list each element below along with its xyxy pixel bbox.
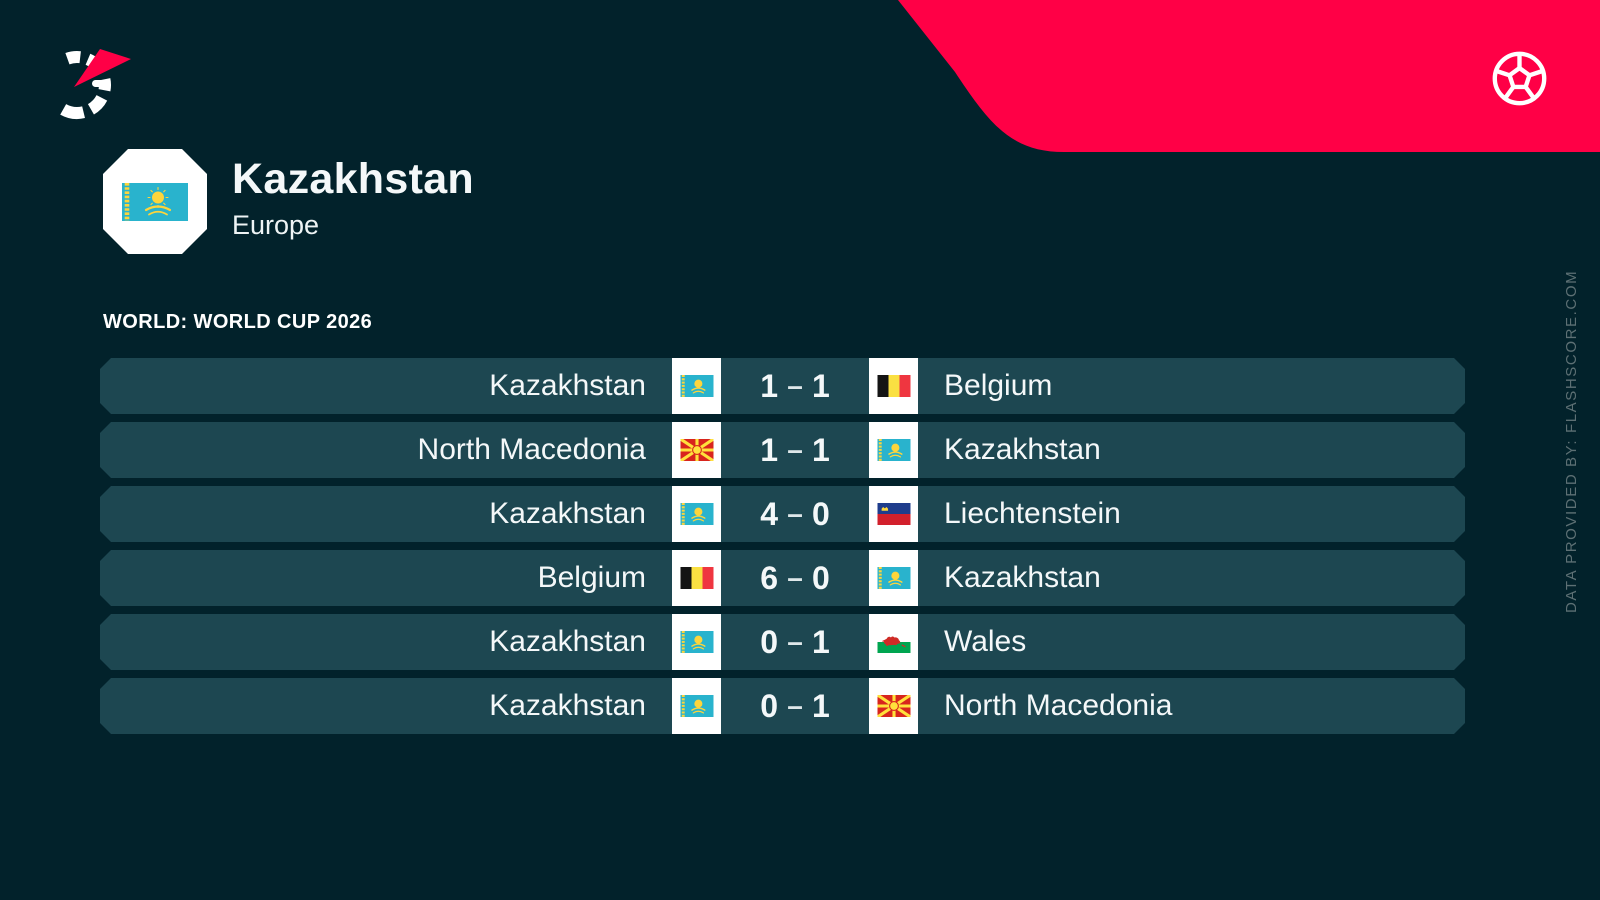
away-flag-box (869, 614, 918, 670)
flag-north-macedonia (680, 439, 714, 461)
match-score: 1–1 (760, 367, 830, 404)
home-flag-box (672, 422, 721, 478)
flashscore-logo (43, 49, 131, 119)
flag-kazakhstan (680, 503, 714, 525)
away-flag-box (869, 486, 918, 542)
match-list: Kazakhstan 1–1 Belgium North Macedonia 1… (100, 358, 1465, 742)
team-badge (103, 149, 207, 254)
home-team-name: Kazakhstan (489, 625, 646, 658)
page-title: Kazakhstan (232, 155, 474, 203)
home-team-name: Belgium (537, 561, 646, 594)
score-separator: – (787, 626, 803, 657)
away-flag-box (869, 550, 918, 606)
score-separator: – (787, 370, 803, 401)
away-flag-box (869, 678, 918, 734)
match-score: 0–1 (760, 687, 830, 724)
away-team-name: Belgium (944, 369, 1053, 402)
away-team-name: Kazakhstan (944, 433, 1101, 466)
score-separator: – (787, 562, 803, 593)
away-flag-box (869, 422, 918, 478)
flag-kazakhstan (680, 695, 714, 717)
flag-belgium (680, 567, 714, 589)
away-flag-box (869, 358, 918, 414)
home-team-name: Kazakhstan (489, 497, 646, 530)
competition-label: WORLD: WORLD CUP 2026 (103, 311, 373, 333)
match-row[interactable]: Kazakhstan 4–0 Liechtenstein (100, 486, 1465, 542)
home-flag-box (672, 678, 721, 734)
match-row[interactable]: Kazakhstan 0–1 Wales (100, 614, 1465, 670)
home-flag-box (672, 358, 721, 414)
flag-north-macedonia (877, 695, 911, 717)
home-flag-box (672, 614, 721, 670)
flag-wales (877, 631, 911, 653)
match-row[interactable]: Kazakhstan 0–1 North Macedonia (100, 678, 1465, 734)
home-team-name: Kazakhstan (489, 689, 646, 722)
flag-liechtenstein (877, 503, 911, 525)
football-icon (1492, 51, 1547, 106)
home-flag-box (672, 486, 721, 542)
match-score: 0–1 (760, 623, 830, 660)
home-flag-box (672, 550, 721, 606)
flag-kazakhstan (877, 439, 911, 461)
flag-kazakhstan (877, 567, 911, 589)
away-team-name: Kazakhstan (944, 561, 1101, 594)
match-score: 6–0 (760, 559, 830, 596)
home-team-name: Kazakhstan (489, 369, 646, 402)
away-team-name: Liechtenstein (944, 497, 1121, 530)
match-row[interactable]: Kazakhstan 1–1 Belgium (100, 358, 1465, 414)
away-team-name: North Macedonia (944, 689, 1173, 722)
home-team-name: North Macedonia (417, 433, 646, 466)
score-separator: – (787, 498, 803, 529)
match-row[interactable]: Belgium 6–0 Kazakhstan (100, 550, 1465, 606)
provider-note: DATA PROVIDED BY: FLASHSCORE.COM (1563, 269, 1580, 613)
match-score: 1–1 (760, 431, 830, 468)
page-subtitle: Europe (232, 210, 320, 241)
match-row[interactable]: North Macedonia 1–1 Kazakhstan (100, 422, 1465, 478)
pink-corner-swoosh (898, 0, 1600, 152)
match-score: 4–0 (760, 495, 830, 532)
kazakhstan-flag (122, 182, 188, 221)
flag-kazakhstan (680, 631, 714, 653)
flag-kazakhstan (680, 375, 714, 397)
score-separator: – (787, 690, 803, 721)
flag-belgium (877, 375, 911, 397)
score-separator: – (787, 434, 803, 465)
away-team-name: Wales (944, 625, 1027, 658)
